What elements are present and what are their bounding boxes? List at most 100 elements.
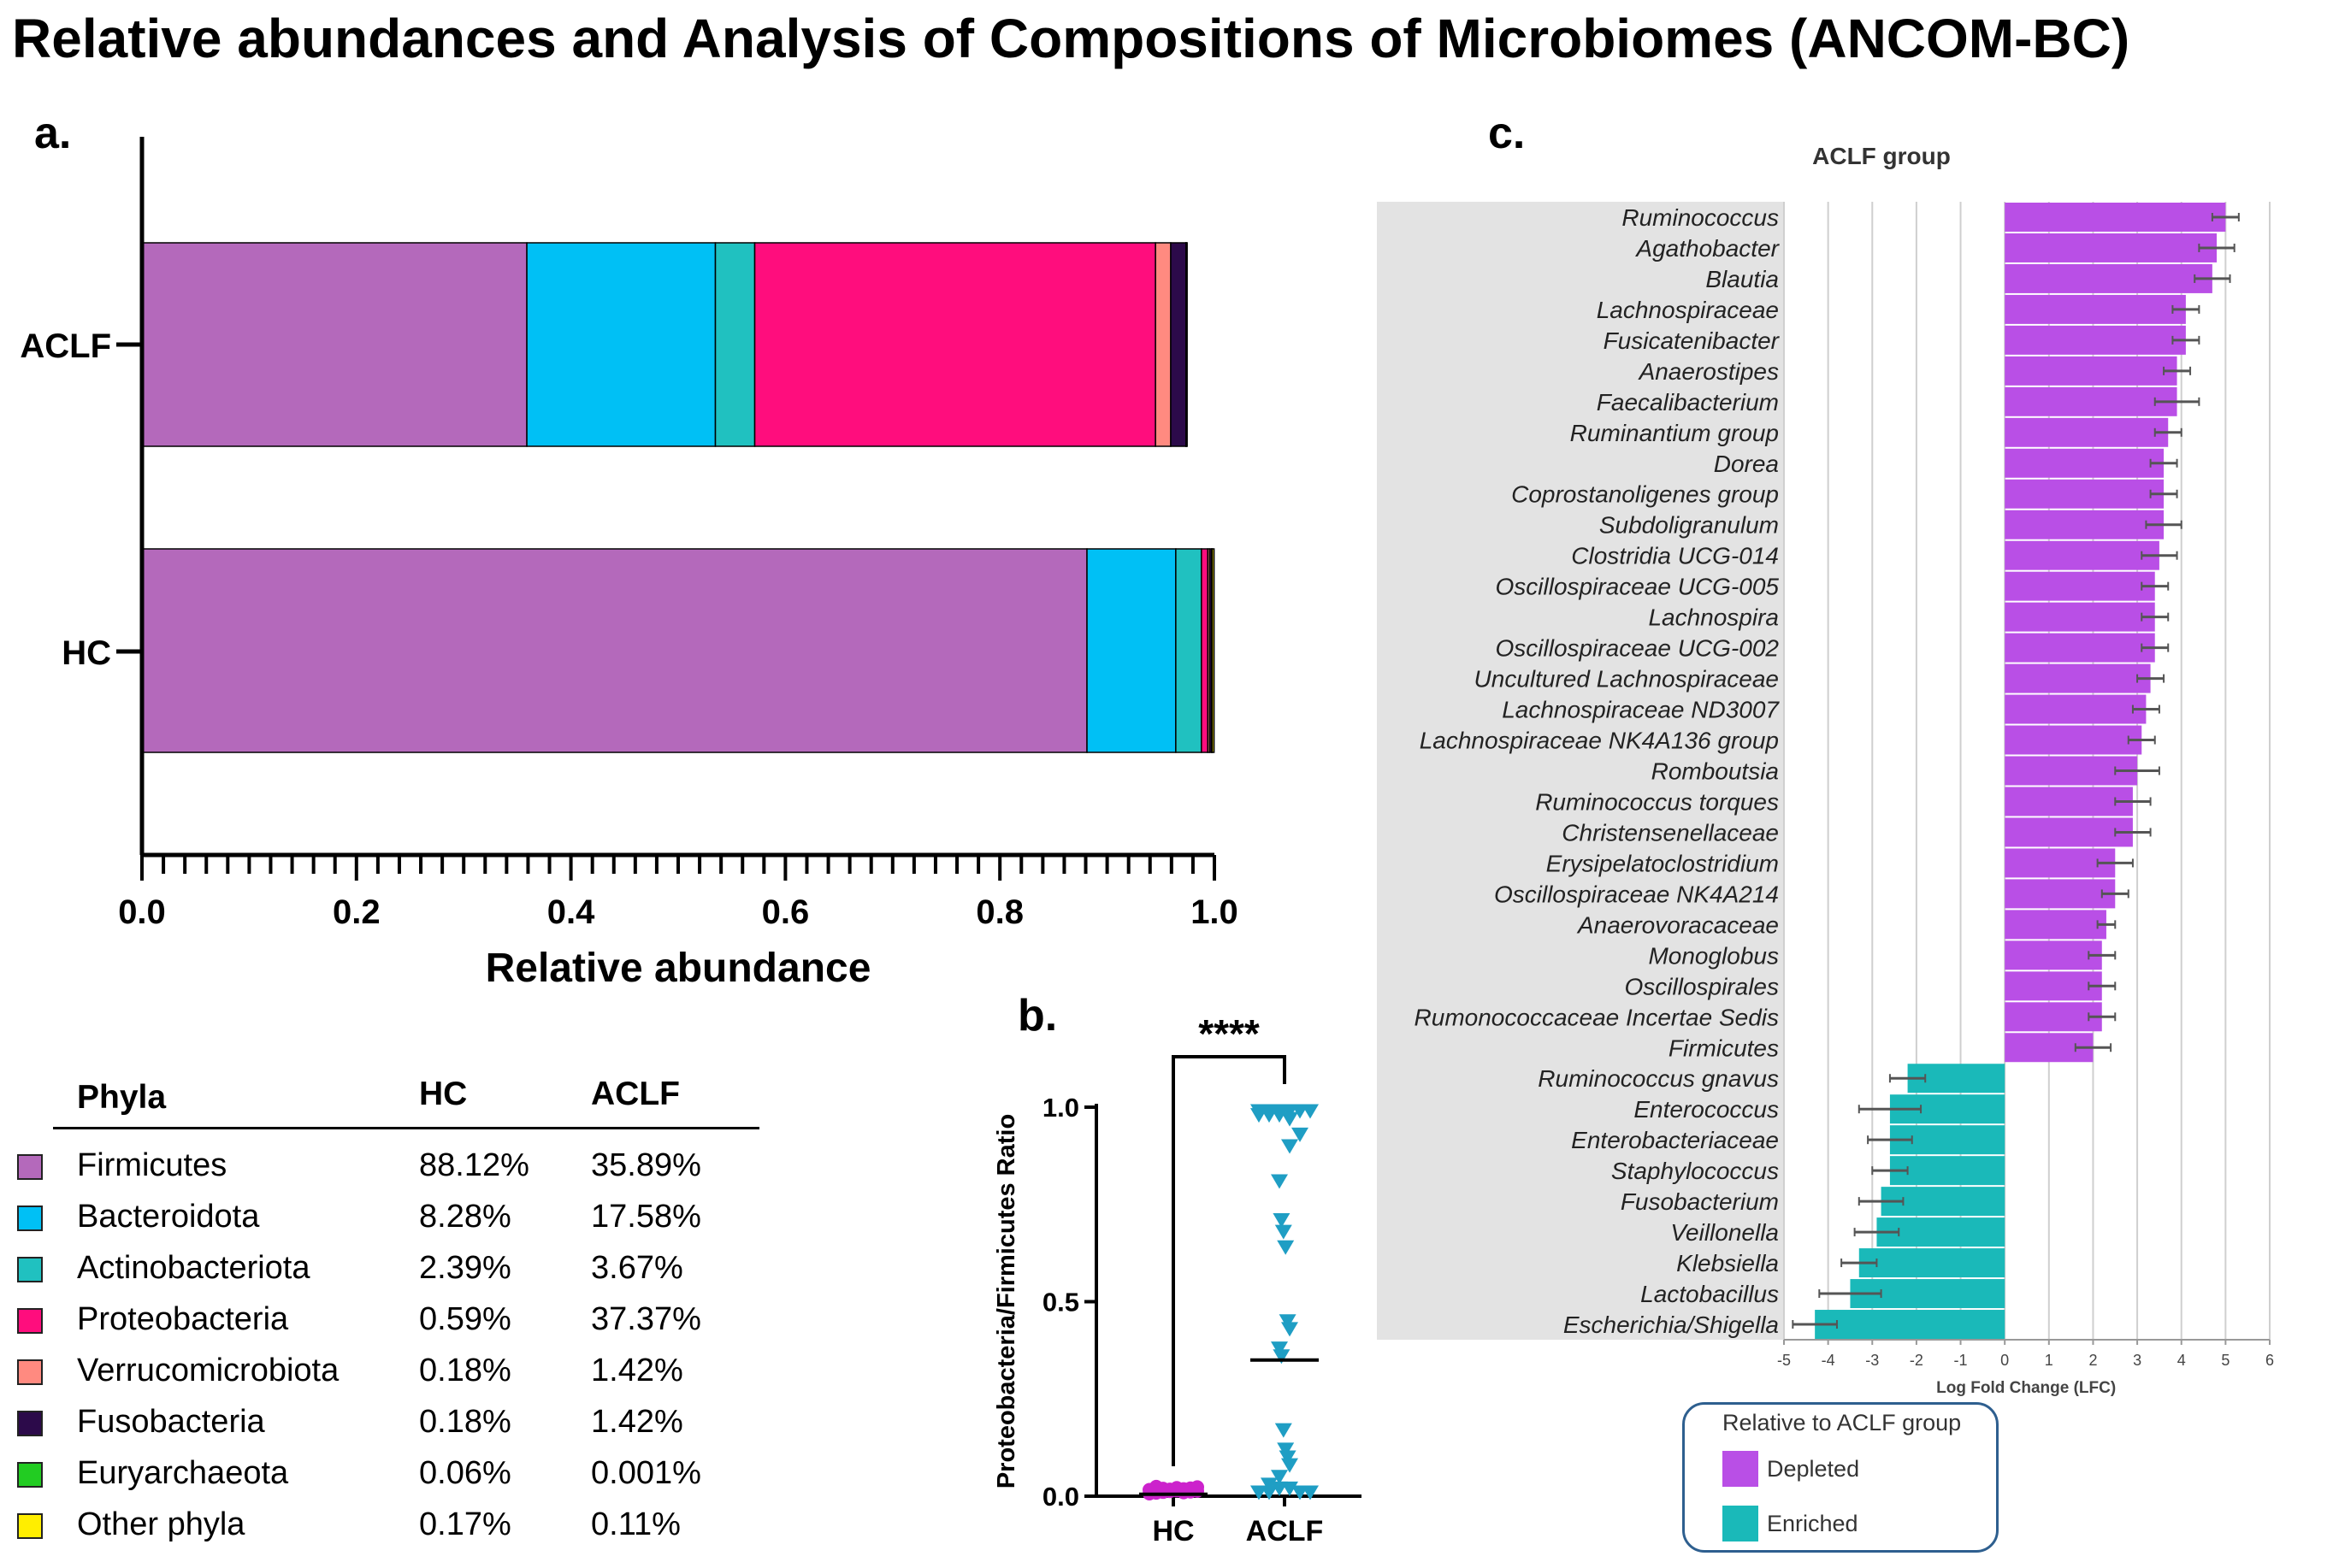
lfc-legend-depleted: Depleted bbox=[1722, 1451, 1979, 1488]
legend-header-aclf: ACLF bbox=[591, 1076, 680, 1112]
aclf-point bbox=[1277, 1442, 1295, 1458]
legend-hc-value: 2.39% bbox=[419, 1250, 511, 1286]
legend-aclf-value: 35.89% bbox=[591, 1147, 701, 1183]
lfc-bar bbox=[2005, 325, 2186, 355]
lfc-bar bbox=[2005, 233, 2218, 262]
legend-aclf-value: 0.11% bbox=[591, 1506, 681, 1542]
lfc-legend: Relative to ACLF group Depleted Enriched bbox=[1682, 1402, 1999, 1553]
legend-row-bacteroidota: Bacteroidota 8.28% 17.58% bbox=[12, 1197, 782, 1240]
bar-segment bbox=[753, 242, 1156, 447]
legend-header-phyla: Phyla bbox=[77, 1079, 167, 1116]
aclf-point bbox=[1302, 1485, 1319, 1500]
lfc-bar bbox=[2005, 879, 2116, 909]
legend-phylum: Actinobacteriota bbox=[77, 1250, 310, 1286]
lfc-bar bbox=[2005, 417, 2169, 447]
taxon-label: Rumonococcaceae Incertae Sedis bbox=[1415, 1004, 1779, 1030]
taxon-label: Anaerostipes bbox=[1638, 358, 1779, 385]
legend-aclf-value: 37.37% bbox=[591, 1301, 701, 1337]
lfc-bar bbox=[2005, 294, 2186, 324]
aclf-point bbox=[1279, 1314, 1296, 1329]
depleted-swatch bbox=[1722, 1451, 1758, 1487]
lfc-legend-enriched: Enriched bbox=[1722, 1506, 1979, 1543]
aclf-point bbox=[1273, 1349, 1291, 1365]
x-tick-label: -3 bbox=[1865, 1352, 1879, 1369]
aclf-point bbox=[1274, 1423, 1292, 1438]
lfc-bar bbox=[2005, 725, 2142, 755]
bar-segment bbox=[1155, 242, 1172, 447]
lfc-bar bbox=[2005, 940, 2102, 970]
lfc-bar bbox=[2005, 787, 2133, 816]
taxon-label: Clostridia UCG-014 bbox=[1571, 543, 1779, 569]
figure-title: Relative abundances and Analysis of Comp… bbox=[12, 8, 2130, 69]
taxon-label: Veillonella bbox=[1670, 1219, 1779, 1246]
lfc-bar bbox=[2005, 1002, 2102, 1032]
taxon-label: Dorea bbox=[1714, 451, 1779, 477]
legend-swatch bbox=[17, 1513, 43, 1539]
aclf-point bbox=[1281, 1458, 1298, 1473]
lfc-bar bbox=[2005, 263, 2212, 293]
lfc-bar bbox=[1889, 1156, 2005, 1186]
legend-phylum: Fusobacteria bbox=[77, 1404, 265, 1440]
legend-aclf-value: 3.67% bbox=[591, 1250, 683, 1286]
taxon-label: Subdoligranulum bbox=[1599, 512, 1779, 539]
x-tick-label: 0.2 bbox=[333, 893, 381, 931]
legend-row-proteobacteria: Proteobacteria 0.59% 37.37% bbox=[12, 1300, 782, 1342]
x-tick-label: 4 bbox=[2177, 1352, 2186, 1369]
aclf-point bbox=[1261, 1477, 1278, 1493]
aclf-point bbox=[1271, 1174, 1288, 1189]
x-tick-label: 0.0 bbox=[118, 893, 166, 931]
taxon-label: Ruminantium group bbox=[1570, 420, 1779, 446]
lfc-bar bbox=[2005, 510, 2165, 539]
enriched-label: Enriched bbox=[1767, 1511, 1858, 1536]
panel-label-b: b. bbox=[1018, 991, 1058, 1040]
x-tick-label: 2 bbox=[2088, 1352, 2097, 1369]
bar-segment bbox=[1175, 548, 1202, 753]
legend-row-other-phyla: Other phyla 0.17% 0.11% bbox=[12, 1505, 782, 1547]
taxon-label: Ruminococcus gnavus bbox=[1538, 1065, 1779, 1092]
y-tick-label: 0.5 bbox=[1042, 1288, 1079, 1317]
aclf-point bbox=[1291, 1127, 1308, 1142]
lfc-bar bbox=[1858, 1248, 2005, 1278]
taxon-label: Blautia bbox=[1705, 266, 1779, 292]
aclf-point bbox=[1281, 1139, 1298, 1154]
taxon-label: Fusobacterium bbox=[1621, 1188, 1779, 1215]
taxon-label: Lactobacillus bbox=[1640, 1281, 1779, 1307]
legend-swatch bbox=[17, 1257, 43, 1282]
taxon-label: Agathobacter bbox=[1634, 235, 1780, 262]
taxon-label: Klebsiella bbox=[1676, 1250, 1779, 1276]
bar-segment bbox=[141, 548, 1088, 753]
legend-phylum: Firmicutes bbox=[77, 1147, 227, 1183]
category-label: ACLF bbox=[20, 327, 111, 365]
legend-phylum: Euryarchaeota bbox=[77, 1455, 289, 1491]
legend-swatch bbox=[17, 1205, 43, 1231]
legend-hc-value: 0.06% bbox=[419, 1455, 511, 1491]
y-tick-label: 1.0 bbox=[1042, 1093, 1079, 1123]
x-tick-label: 5 bbox=[2221, 1352, 2230, 1369]
x-tick-label: 3 bbox=[2133, 1352, 2141, 1369]
legend-row-firmicutes: Firmicutes 88.12% 35.89% bbox=[12, 1146, 782, 1188]
chart-c-title: ACLF group bbox=[1812, 143, 1951, 169]
aclf-point bbox=[1271, 1108, 1288, 1123]
legend-aclf-value: 17.58% bbox=[591, 1199, 701, 1235]
x-tick-label: HC bbox=[1152, 1515, 1194, 1547]
aclf-point bbox=[1281, 1111, 1298, 1127]
legend-aclf-value: 1.42% bbox=[591, 1404, 683, 1440]
bar-segment bbox=[526, 242, 717, 447]
aclf-point bbox=[1271, 1341, 1288, 1357]
legend-hc-value: 0.18% bbox=[419, 1353, 511, 1388]
taxon-label: Romboutsia bbox=[1651, 758, 1779, 785]
lfc-bar bbox=[2005, 571, 2155, 601]
x-tick-label: -1 bbox=[1954, 1352, 1968, 1369]
taxon-label: Escherichia/Shigella bbox=[1563, 1312, 1779, 1338]
taxon-label: Enterobacteriaceae bbox=[1571, 1127, 1779, 1153]
taxon-label: Ruminococcus bbox=[1621, 204, 1779, 231]
x-axis-label: Log Fold Change (LFC) bbox=[1936, 1379, 2116, 1397]
x-tick-label: -2 bbox=[1910, 1352, 1923, 1369]
taxon-label: Monoglobus bbox=[1648, 942, 1779, 969]
aclf-point bbox=[1302, 1104, 1319, 1119]
bar-segment bbox=[1201, 548, 1208, 753]
stacked-bar-chart-a: ACLF HC 0.0 0.2 0.4 0.6 0.8 1.0 Relative abundan… bbox=[20, 137, 1238, 991]
x-tick-label: 6 bbox=[2265, 1352, 2274, 1369]
taxon-label: Enterococcus bbox=[1633, 1096, 1779, 1123]
bar-segment bbox=[1185, 242, 1188, 447]
